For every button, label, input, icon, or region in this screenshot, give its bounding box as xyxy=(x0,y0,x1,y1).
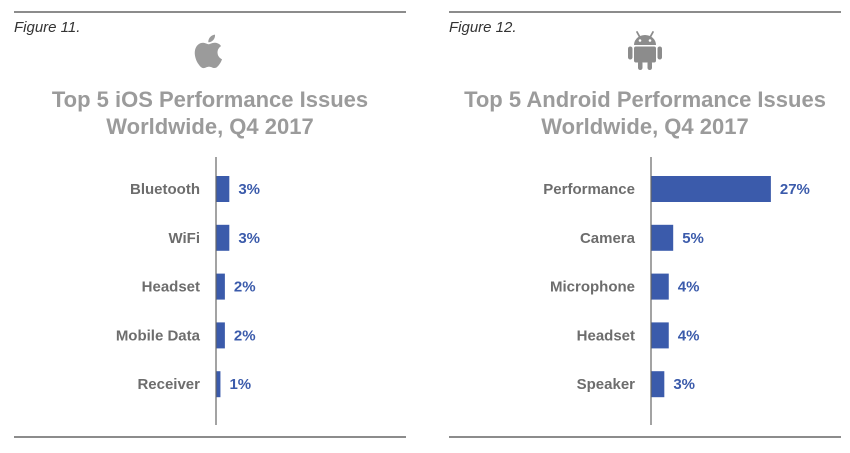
bar xyxy=(216,273,225,300)
chart-title-line2: Worldwide, Q4 2017 xyxy=(106,114,314,139)
bar xyxy=(216,322,225,349)
category-label: Headset xyxy=(142,279,200,296)
figure-label: Figure 11. xyxy=(14,19,81,36)
android-logo-icon xyxy=(628,31,662,70)
value-label: 2% xyxy=(234,279,256,296)
category-label: Microphone xyxy=(550,279,635,296)
value-label: 4% xyxy=(678,279,700,296)
category-label: Headset xyxy=(577,327,635,344)
value-label: 5% xyxy=(682,230,704,247)
bar xyxy=(651,224,674,251)
category-label: Receiver xyxy=(137,376,200,393)
category-label: Camera xyxy=(580,230,636,247)
chart-title: Top 5 Android Performance Issues Worldwi… xyxy=(449,86,841,140)
category-label: Performance xyxy=(543,181,635,198)
chart-title-line1: Top 5 iOS Performance Issues xyxy=(51,87,369,112)
top-divider xyxy=(449,11,841,13)
value-label: 4% xyxy=(678,327,700,344)
category-label: Speaker xyxy=(577,376,636,393)
bar xyxy=(651,273,669,300)
value-label: 27% xyxy=(780,181,810,198)
bar xyxy=(216,371,221,398)
chart-title-line1: Top 5 Android Performance Issues xyxy=(464,87,826,112)
bar xyxy=(651,371,665,398)
ios-figure-panel: Figure 11. Top 5 iOS Performance Issues … xyxy=(14,0,406,453)
bar xyxy=(216,224,230,251)
value-label: 1% xyxy=(229,376,251,393)
value-label: 3% xyxy=(238,181,260,198)
android-bar-chart: Performance 27% Camera 5% Microphone 4% Headse… xyxy=(543,157,810,425)
value-label: 2% xyxy=(234,327,256,344)
category-label: Mobile Data xyxy=(116,327,201,344)
bar xyxy=(651,176,771,202)
chart-title: Top 5 iOS Performance Issues Worldwide, … xyxy=(14,86,406,140)
category-label: Bluetooth xyxy=(130,181,200,198)
bar xyxy=(651,322,669,349)
bottom-divider xyxy=(14,436,406,438)
top-divider xyxy=(14,11,406,13)
chart-title-line2: Worldwide, Q4 2017 xyxy=(541,114,749,139)
value-label: 3% xyxy=(673,376,695,393)
bar xyxy=(216,176,230,202)
category-label: WiFi xyxy=(168,230,200,247)
value-label: 3% xyxy=(238,230,260,247)
ios-bar-chart: Bluetooth 3% WiFi 3% Headset 2% Mobile Data 2% R… xyxy=(116,157,260,425)
apple-logo-icon xyxy=(194,34,222,69)
figure-label: Figure 12. xyxy=(449,19,517,36)
bottom-divider xyxy=(449,436,841,438)
android-figure-panel: Figure 12. Top 5 Android Performance Iss… xyxy=(449,0,841,453)
